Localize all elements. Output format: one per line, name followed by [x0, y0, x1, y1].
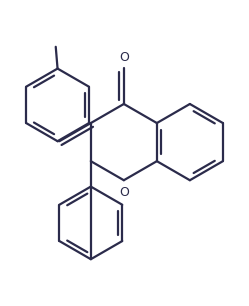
Text: O: O	[119, 186, 129, 200]
Text: O: O	[119, 51, 129, 64]
